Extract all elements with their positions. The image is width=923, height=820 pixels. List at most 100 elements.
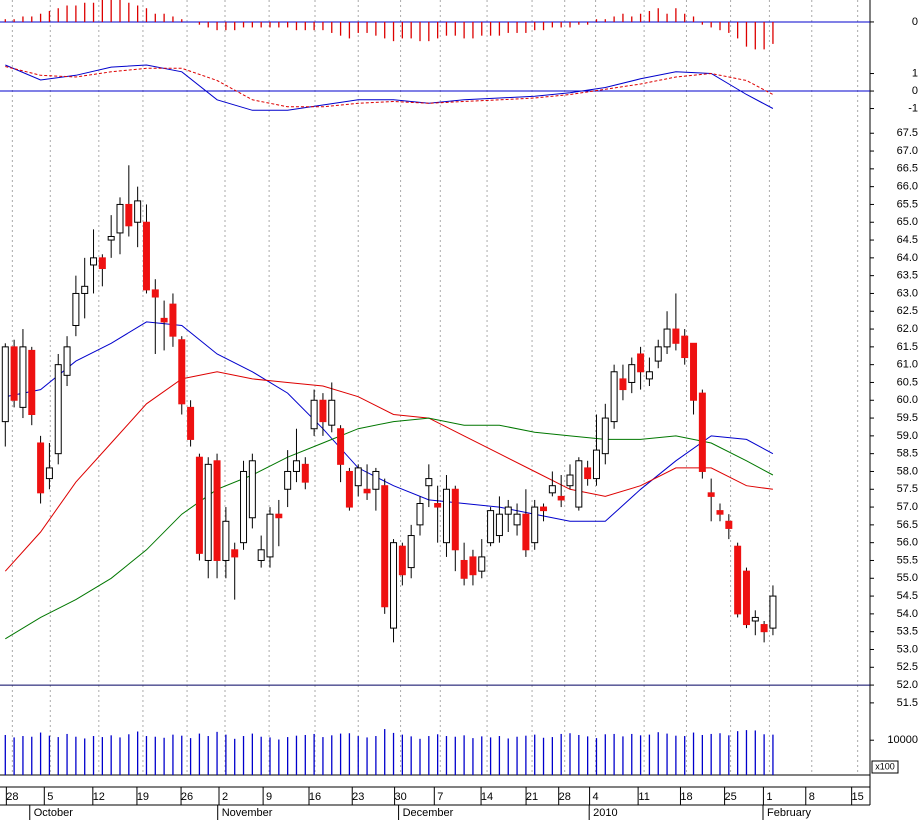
y-tick-label: 58.5 [897,448,918,460]
candle-body [134,200,142,223]
candle-body [187,406,195,440]
candle-body [301,463,309,483]
candle-body [637,353,645,373]
x-tick-label: 19 [137,791,149,803]
candle-body [390,542,398,629]
x-tick-label: 25 [724,791,736,803]
y-tick-label: 58.0 [897,465,918,477]
y-tick-label: 54.5 [897,590,918,602]
y-tick-label: 57.0 [897,501,918,513]
candle-body [716,510,724,515]
y-tick-label: 61.5 [897,341,918,353]
candle-body [107,235,115,241]
month-label: February [767,807,812,819]
y-tick-label: 63.0 [897,287,918,299]
candle-body [151,289,159,298]
candle-body [363,488,371,494]
y-tick-label: 64.0 [897,252,918,264]
y-tick-label: 57.5 [897,483,918,495]
candle-body [319,399,327,423]
volume-unit-label: x100 [875,761,895,771]
moving-average-line [4,371,773,572]
month-label: December [403,807,454,819]
candle-body [760,624,768,633]
candle-body [619,378,627,391]
candle-body [698,392,706,472]
candle-body [54,364,62,455]
candle-body [451,488,459,551]
x-tick-label: 1 [766,791,772,803]
candle-body [275,513,283,519]
x-tick-label: 28 [6,791,18,803]
candle-body [142,221,150,291]
month-label: November [222,807,273,819]
candle-body [72,292,80,326]
y-tick-label: 60.5 [897,376,918,388]
candle-body [601,417,609,455]
y-tick-label: 55.5 [897,554,918,566]
candle-body [628,364,636,383]
y-tick-label: 61.0 [897,359,918,371]
candle-body [681,335,689,359]
candle-body [381,485,389,608]
candle-body [672,328,680,344]
y-tick-label: 64.5 [897,234,918,246]
x-tick-label: 15 [852,791,864,803]
candle-body [169,303,177,337]
candle-body [487,510,495,544]
y-tick-label: 10000 [887,734,918,746]
candle-body [442,488,450,544]
candle-body [513,513,521,526]
y-tick-label: 1 [912,67,918,79]
y-tick-label: -1 [908,102,918,114]
candle-body [37,442,45,494]
y-tick-label: 62.0 [897,323,918,335]
x-tick-label: 8 [809,791,815,803]
candle-body [345,470,353,508]
macd-line [5,66,774,108]
x-tick-label: 28 [559,791,571,803]
candle-body [742,570,750,626]
x-tick-label: 26 [181,791,193,803]
candle-body [398,545,406,576]
x-tick-label: 4 [593,791,599,803]
unit-box [871,760,899,774]
candle-body [557,495,565,501]
candle-body [566,474,574,487]
candle-body [292,460,300,472]
candle-body [425,478,433,487]
candle-body [90,257,98,266]
y-tick-label: 0 [912,85,918,97]
candle-body [204,463,212,561]
candle-body [81,285,89,294]
candle-body [310,399,318,430]
candle-body [531,506,539,544]
y-tick-label: 62.5 [897,305,918,317]
candle-body [734,545,742,615]
candle-body [592,449,600,480]
x-tick-label: 30 [394,791,406,803]
x-tick-label: 5 [47,791,53,803]
candle-body [645,371,653,380]
candle-body [540,506,548,512]
candle-body [178,339,186,405]
month-label: October [34,807,73,819]
y-tick-label: 59.0 [897,430,918,442]
x-tick-label: 21 [526,791,538,803]
x-tick-label: 9 [266,791,272,803]
candle-body [98,257,106,270]
y-tick-label: 0 [912,16,918,28]
candle-body [1,346,9,423]
y-tick-label: 67.5 [897,127,918,139]
y-tick-label: 67.0 [897,145,918,157]
candle-body [231,549,239,558]
candle-body [478,556,486,572]
moving-average-line [5,417,774,640]
x-tick-label: 14 [481,791,493,803]
candle-body [213,460,221,561]
candle-body [266,513,274,558]
candle-body [690,342,698,401]
candle-body [354,467,362,487]
candle-body [769,595,777,629]
